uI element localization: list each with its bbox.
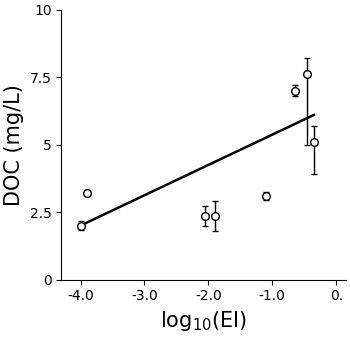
X-axis label: log$_{10}$(EI): log$_{10}$(EI) (160, 309, 247, 333)
Y-axis label: DOC (mg/L): DOC (mg/L) (4, 84, 24, 206)
